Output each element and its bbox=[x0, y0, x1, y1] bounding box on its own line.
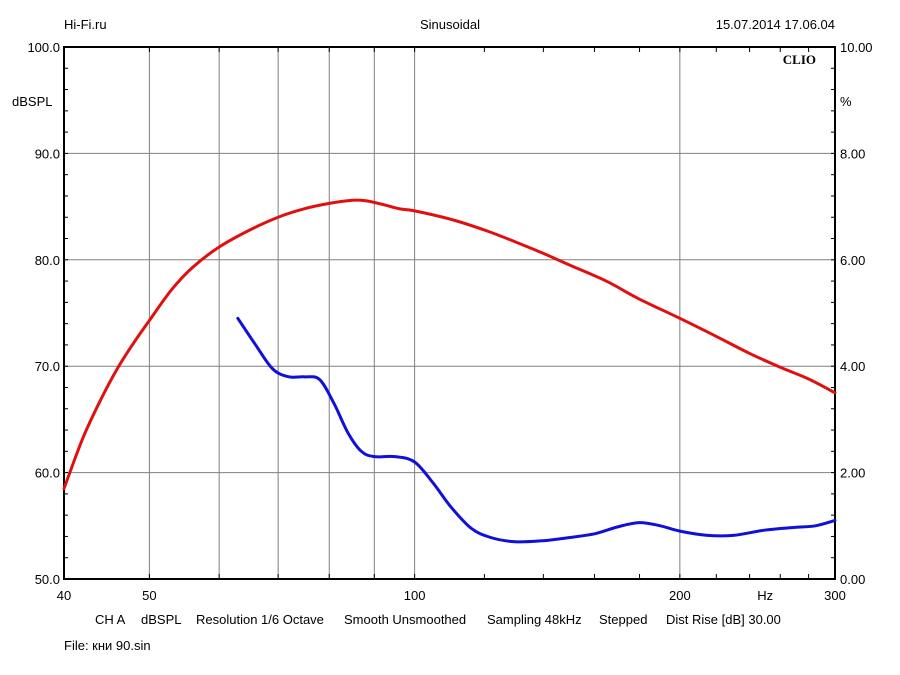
header-left: Hi-Fi.ru bbox=[64, 17, 107, 32]
footer-sampling: Sampling 48kHz bbox=[487, 612, 582, 627]
y-right-tick-label: 2.00 bbox=[840, 466, 865, 481]
footer-dist-rise: Dist Rise [dB] 30.00 bbox=[666, 612, 781, 627]
footer-channel: CH A bbox=[95, 612, 126, 627]
y-left-tick-label: 70.0 bbox=[35, 359, 60, 374]
tick-labels: 40 50 100 200 300 100.0 90.0 80.0 70.0 60.0 50.0 10… bbox=[27, 40, 872, 603]
y-left-axis-label: dBSPL bbox=[12, 94, 52, 109]
x-axis-unit-label: Hz bbox=[757, 588, 773, 603]
clio-brand: CLIO bbox=[783, 52, 816, 67]
grid bbox=[64, 47, 835, 579]
y-right-tick-label: 10.00 bbox=[840, 40, 873, 55]
y-left-tick-label: 90.0 bbox=[35, 146, 60, 161]
y-right-tick-label: 4.00 bbox=[840, 359, 865, 374]
y-right-axis-label: % bbox=[840, 94, 852, 109]
y-right-tick-label: 6.00 bbox=[840, 253, 865, 268]
x-tick-label: 200 bbox=[669, 588, 691, 603]
chart-title: Sinusoidal bbox=[420, 17, 480, 32]
footer-resolution: Resolution 1/6 Octave bbox=[196, 612, 324, 627]
x-tick-label: 300 bbox=[824, 588, 846, 603]
y-right-tick-label: 0.00 bbox=[840, 572, 865, 587]
footer-stepped: Stepped bbox=[599, 612, 647, 627]
spl-curve bbox=[62, 198, 837, 491]
y-right-tick-label: 8.00 bbox=[840, 146, 865, 161]
distortion-curve bbox=[236, 316, 837, 544]
footer-smooth: Smooth Unsmoothed bbox=[344, 612, 466, 627]
plot-area bbox=[63, 46, 836, 580]
x-tick-label: 100 bbox=[404, 588, 426, 603]
y-left-tick-label: 100.0 bbox=[27, 40, 60, 55]
x-tick-label: 40 bbox=[57, 588, 71, 603]
y-left-tick-label: 50.0 bbox=[35, 572, 60, 587]
axis-ticks bbox=[63, 46, 836, 580]
header-right: 15.07.2014 17.06.04 bbox=[716, 17, 835, 32]
series-layer bbox=[62, 198, 837, 544]
x-tick-label: 50 bbox=[142, 588, 156, 603]
footer-file: File: кни 90.sin bbox=[64, 638, 151, 653]
footer-units: dBSPL bbox=[141, 612, 181, 627]
y-left-tick-label: 80.0 bbox=[35, 253, 60, 268]
y-left-tick-label: 60.0 bbox=[35, 466, 60, 481]
